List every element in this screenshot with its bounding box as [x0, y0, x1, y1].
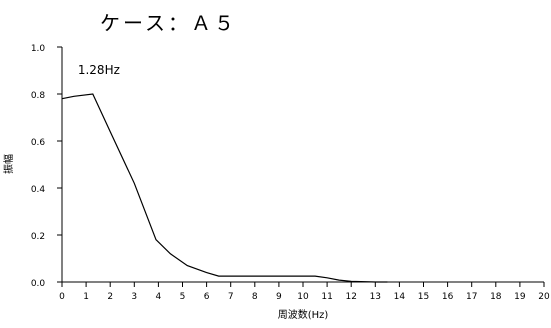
x-tick-label: 11	[321, 292, 332, 302]
x-tick-label: 20	[538, 292, 550, 302]
x-tick-label: 0	[59, 292, 65, 302]
x-tick-label: 15	[418, 292, 429, 302]
x-ticks: 0 1 2 3 4 5 6 7 8 9 10 11 12 13 14 15 16 17 18 19 20	[59, 282, 550, 302]
x-tick-label: 10	[297, 292, 309, 302]
x-tick-label: 7	[228, 292, 234, 302]
y-tick-label: 0.2	[31, 232, 45, 242]
chart-title: ケース：Ａ５	[100, 11, 237, 35]
x-tick-label: 17	[466, 292, 477, 302]
y-axis-label: 振幅	[2, 154, 15, 174]
x-tick-label: 8	[252, 292, 258, 302]
y-tick-label: 0.8	[31, 91, 46, 101]
x-tick-label: 3	[131, 292, 137, 302]
x-tick-label: 4	[156, 292, 162, 302]
x-tick-label: 6	[204, 292, 210, 302]
y-tick-label: 0.6	[31, 138, 46, 148]
x-tick-label: 5	[180, 292, 186, 302]
y-tick-label: 0.4	[31, 185, 46, 195]
series-line	[61, 93, 388, 283]
x-tick-label: 2	[107, 292, 113, 302]
x-tick-label: 13	[370, 292, 381, 302]
x-tick-label: 9	[276, 292, 282, 302]
x-axis-label: 周波数(Hz)	[278, 308, 329, 321]
y-tick-label: 0.0	[31, 279, 46, 289]
x-tick-label: 18	[490, 292, 502, 302]
x-tick-label: 16	[442, 292, 454, 302]
x-tick-label: 19	[514, 292, 526, 302]
y-tick-label: 1.0	[31, 44, 46, 54]
x-tick-label: 1	[83, 292, 89, 302]
peak-annotation: 1.28Hz	[78, 63, 120, 77]
x-tick-label: 14	[394, 292, 406, 302]
x-tick-label: 12	[345, 292, 356, 302]
y-ticks: 0.0 0.2 0.4 0.6 0.8 1.0	[31, 44, 62, 289]
series-layer	[61, 93, 388, 283]
annotation-layer: 1.28Hz	[78, 63, 120, 77]
